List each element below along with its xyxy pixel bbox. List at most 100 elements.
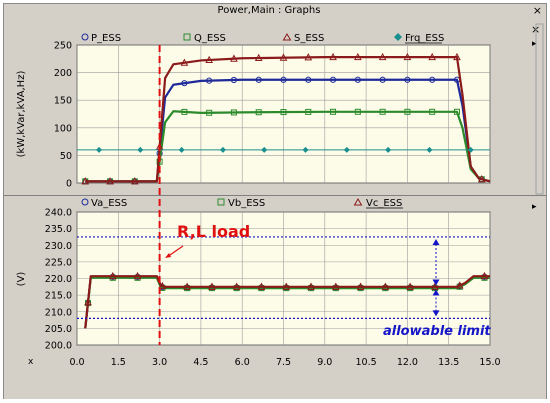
data-point-s-ess: [428, 52, 437, 61]
legend-label-q-ess: Q_ESS: [194, 33, 226, 44]
data-point-p-ess: [280, 76, 287, 83]
data-point-vc-ess: [208, 282, 216, 290]
data-point-vc-ess: [257, 282, 266, 290]
panel-menu-icon-2[interactable]: ▸: [532, 202, 537, 212]
y-tick-label: 235.0: [45, 224, 72, 235]
data-point-s-ess: [304, 53, 313, 61]
data-point-s-ess: [477, 175, 486, 183]
data-point-q-ess: [230, 109, 237, 116]
data-point-q-ess: [354, 108, 361, 115]
power-y-axis-label: (kW,kVar,kVA,Hz): [16, 71, 27, 158]
legend-item-frq-ess[interactable]: Frq_ESS: [394, 33, 444, 44]
triangle-marker-icon: [353, 198, 363, 206]
x-tick-label: 9.0: [317, 357, 332, 368]
data-point-q-ess: [181, 108, 188, 115]
x-tick-label: 4.5: [193, 357, 208, 368]
data-point-frq-ess: [343, 146, 350, 153]
power-series: [77, 52, 491, 185]
circle-marker-icon: [81, 198, 89, 206]
data-point-frq-ess: [261, 146, 268, 153]
data-point-q-ess: [280, 109, 287, 116]
y-tick-label: 100: [54, 123, 72, 134]
arrow-head-icon: [165, 253, 171, 258]
data-point-s-ess: [403, 52, 412, 61]
data-point-q-ess: [379, 108, 386, 115]
data-point-vc-ess: [331, 282, 340, 290]
square-marker-icon: [217, 198, 225, 206]
x-tick-label: 3.0: [152, 357, 167, 368]
data-point-s-ess: [106, 177, 114, 185]
data-point-s-ess: [180, 58, 189, 66]
series-line-s-ess: [85, 56, 491, 183]
square-marker-icon: [183, 33, 191, 41]
data-point-s-ess: [230, 54, 238, 62]
legend-label-p-ess: P_ESS: [91, 33, 121, 44]
data-point-frq-ess: [385, 146, 392, 153]
x-tick-label: 10.5: [356, 357, 377, 368]
data-point-vc-ess: [84, 298, 92, 306]
panel-menu-icon[interactable]: ▸: [532, 39, 537, 49]
y-tick-label: 200: [54, 68, 72, 79]
data-point-vc-ess: [307, 282, 315, 290]
data-point-p-ess: [354, 76, 361, 83]
data-point-s-ess: [205, 55, 213, 64]
circle-marker-icon: [81, 33, 89, 41]
data-point-frq-ess: [96, 146, 103, 153]
data-point-vc-ess: [183, 282, 191, 290]
data-point-p-ess: [255, 76, 262, 83]
scrollbar-track[interactable]: [535, 23, 544, 195]
x-axis-label: x: [28, 357, 34, 367]
data-point-p-ess: [230, 76, 238, 84]
data-point-q-ess: [255, 109, 262, 116]
limit-annotation: allowable limit: [383, 324, 491, 339]
power-y-tick-labels: 0 50 100 150 200 250: [54, 41, 72, 190]
data-point-q-ess: [404, 108, 411, 115]
data-point-s-ess: [254, 53, 263, 62]
close-icon[interactable]: ×: [532, 4, 542, 17]
data-point-q-ess: [330, 108, 337, 115]
data-point-p-ess: [206, 77, 213, 84]
series-line-vc-ess: [84, 275, 490, 329]
x-tick-label: 0.0: [69, 357, 84, 368]
x-tick-labels: 0.0 1.5 3.0 4.5 6.0 7.5 9.0 10.5 12.0 13.5 15.0: [69, 357, 500, 368]
legend-label-va-ess: Va_ESS: [91, 198, 127, 209]
data-point-frq-ess: [426, 146, 433, 153]
legend-item-vb-ess[interactable]: Vb_ESS: [217, 198, 265, 209]
y-tick-label: 205.0: [45, 324, 72, 335]
data-point-vc-ess: [133, 271, 142, 280]
legend-label-vc-ess: Vc_ESS: [366, 198, 402, 209]
legend-item-va-ess[interactable]: Va_ESS: [81, 198, 127, 209]
data-point-q-ess: [453, 108, 460, 115]
data-point-vc-ess: [158, 281, 167, 290]
y-tick-label: 250: [54, 41, 72, 52]
data-point-vc-ess: [108, 271, 117, 280]
x-tick-label: 6.0: [235, 357, 250, 368]
data-point-frq-ess: [467, 146, 474, 153]
voltage-y-tick-labels: 200.0 205.0 210.0 215.0 220.0 225.0 230.0 235.0…: [45, 208, 72, 352]
diamond-marker-icon: [394, 33, 402, 41]
legend-item-s-ess[interactable]: S_ESS: [282, 33, 325, 44]
data-point-s-ess: [279, 53, 288, 61]
legend-item-vc-ess[interactable]: Vc_ESS: [353, 198, 404, 209]
data-point-p-ess: [305, 76, 312, 83]
voltage-legend: Va_ESS Vb_ESS Vc_ESS: [81, 198, 404, 209]
data-point-p-ess: [404, 76, 411, 83]
legend-item-p-ess[interactable]: P_ESS: [81, 33, 121, 44]
data-point-frq-ess: [178, 146, 185, 153]
window-title: Power,Main : Graphs: [217, 5, 321, 16]
power-grid: [76, 44, 491, 184]
y-tick-label: 220.0: [45, 274, 72, 285]
data-point-s-ess: [378, 52, 387, 61]
data-point-vc-ess: [480, 271, 489, 280]
legend-item-q-ess[interactable]: Q_ESS: [183, 33, 226, 44]
data-point-p-ess: [181, 80, 188, 87]
data-point-vc-ess: [232, 282, 241, 290]
arrow-down-icon: [432, 279, 440, 286]
y-tick-label: 225.0: [45, 257, 72, 268]
data-point-vc-ess: [455, 281, 464, 289]
data-point-q-ess: [206, 109, 213, 116]
data-point-s-ess: [354, 52, 362, 61]
voltage-y-axis-label: (V): [16, 272, 27, 287]
load-annotation: R,L load: [177, 222, 250, 241]
